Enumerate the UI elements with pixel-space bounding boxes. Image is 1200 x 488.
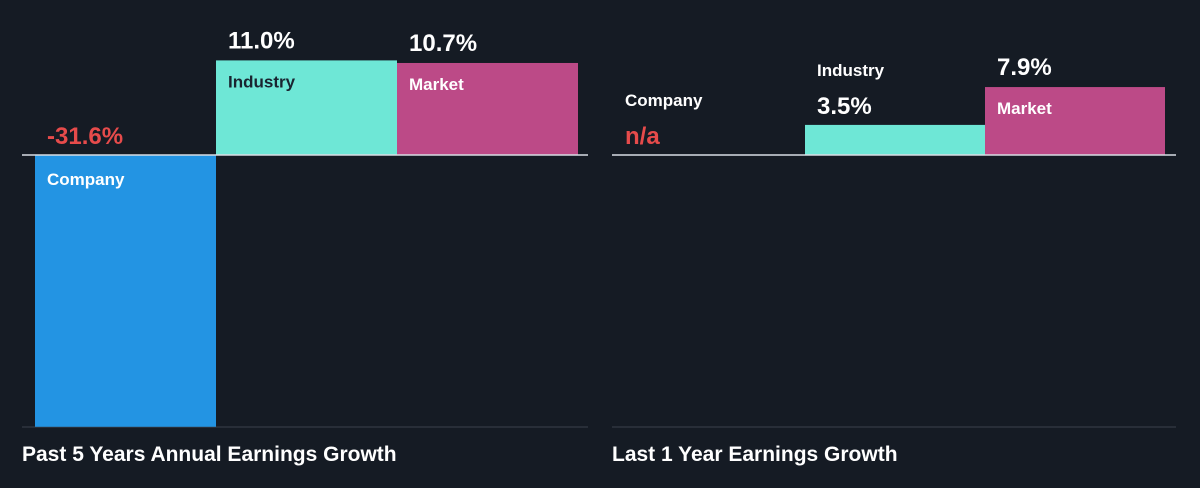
- value-label-market: 10.7%: [409, 30, 477, 57]
- category-label-industry: Industry: [228, 72, 296, 91]
- category-label-market: Market: [997, 99, 1052, 118]
- value-label-industry: 3.5%: [817, 93, 872, 120]
- bar-company: [35, 155, 216, 427]
- value-label-company: n/a: [625, 123, 660, 150]
- value-label-company: -31.6%: [47, 123, 123, 150]
- category-label-company: Company: [47, 170, 125, 189]
- category-label-industry: Industry: [817, 61, 885, 80]
- value-label-market: 7.9%: [997, 54, 1052, 81]
- value-label-industry: 11.0%: [228, 27, 295, 54]
- category-label-company: Company: [625, 91, 703, 110]
- bar-industry: [805, 124, 985, 155]
- bar-industry: [216, 60, 397, 155]
- bar-market: [985, 87, 1165, 155]
- category-label-market: Market: [409, 75, 464, 94]
- panel-title-last-1-year: Last 1 Year Earnings Growth: [612, 443, 898, 466]
- bar-market: [397, 62, 578, 156]
- panel-title-past-5-years: Past 5 Years Annual Earnings Growth: [22, 443, 397, 466]
